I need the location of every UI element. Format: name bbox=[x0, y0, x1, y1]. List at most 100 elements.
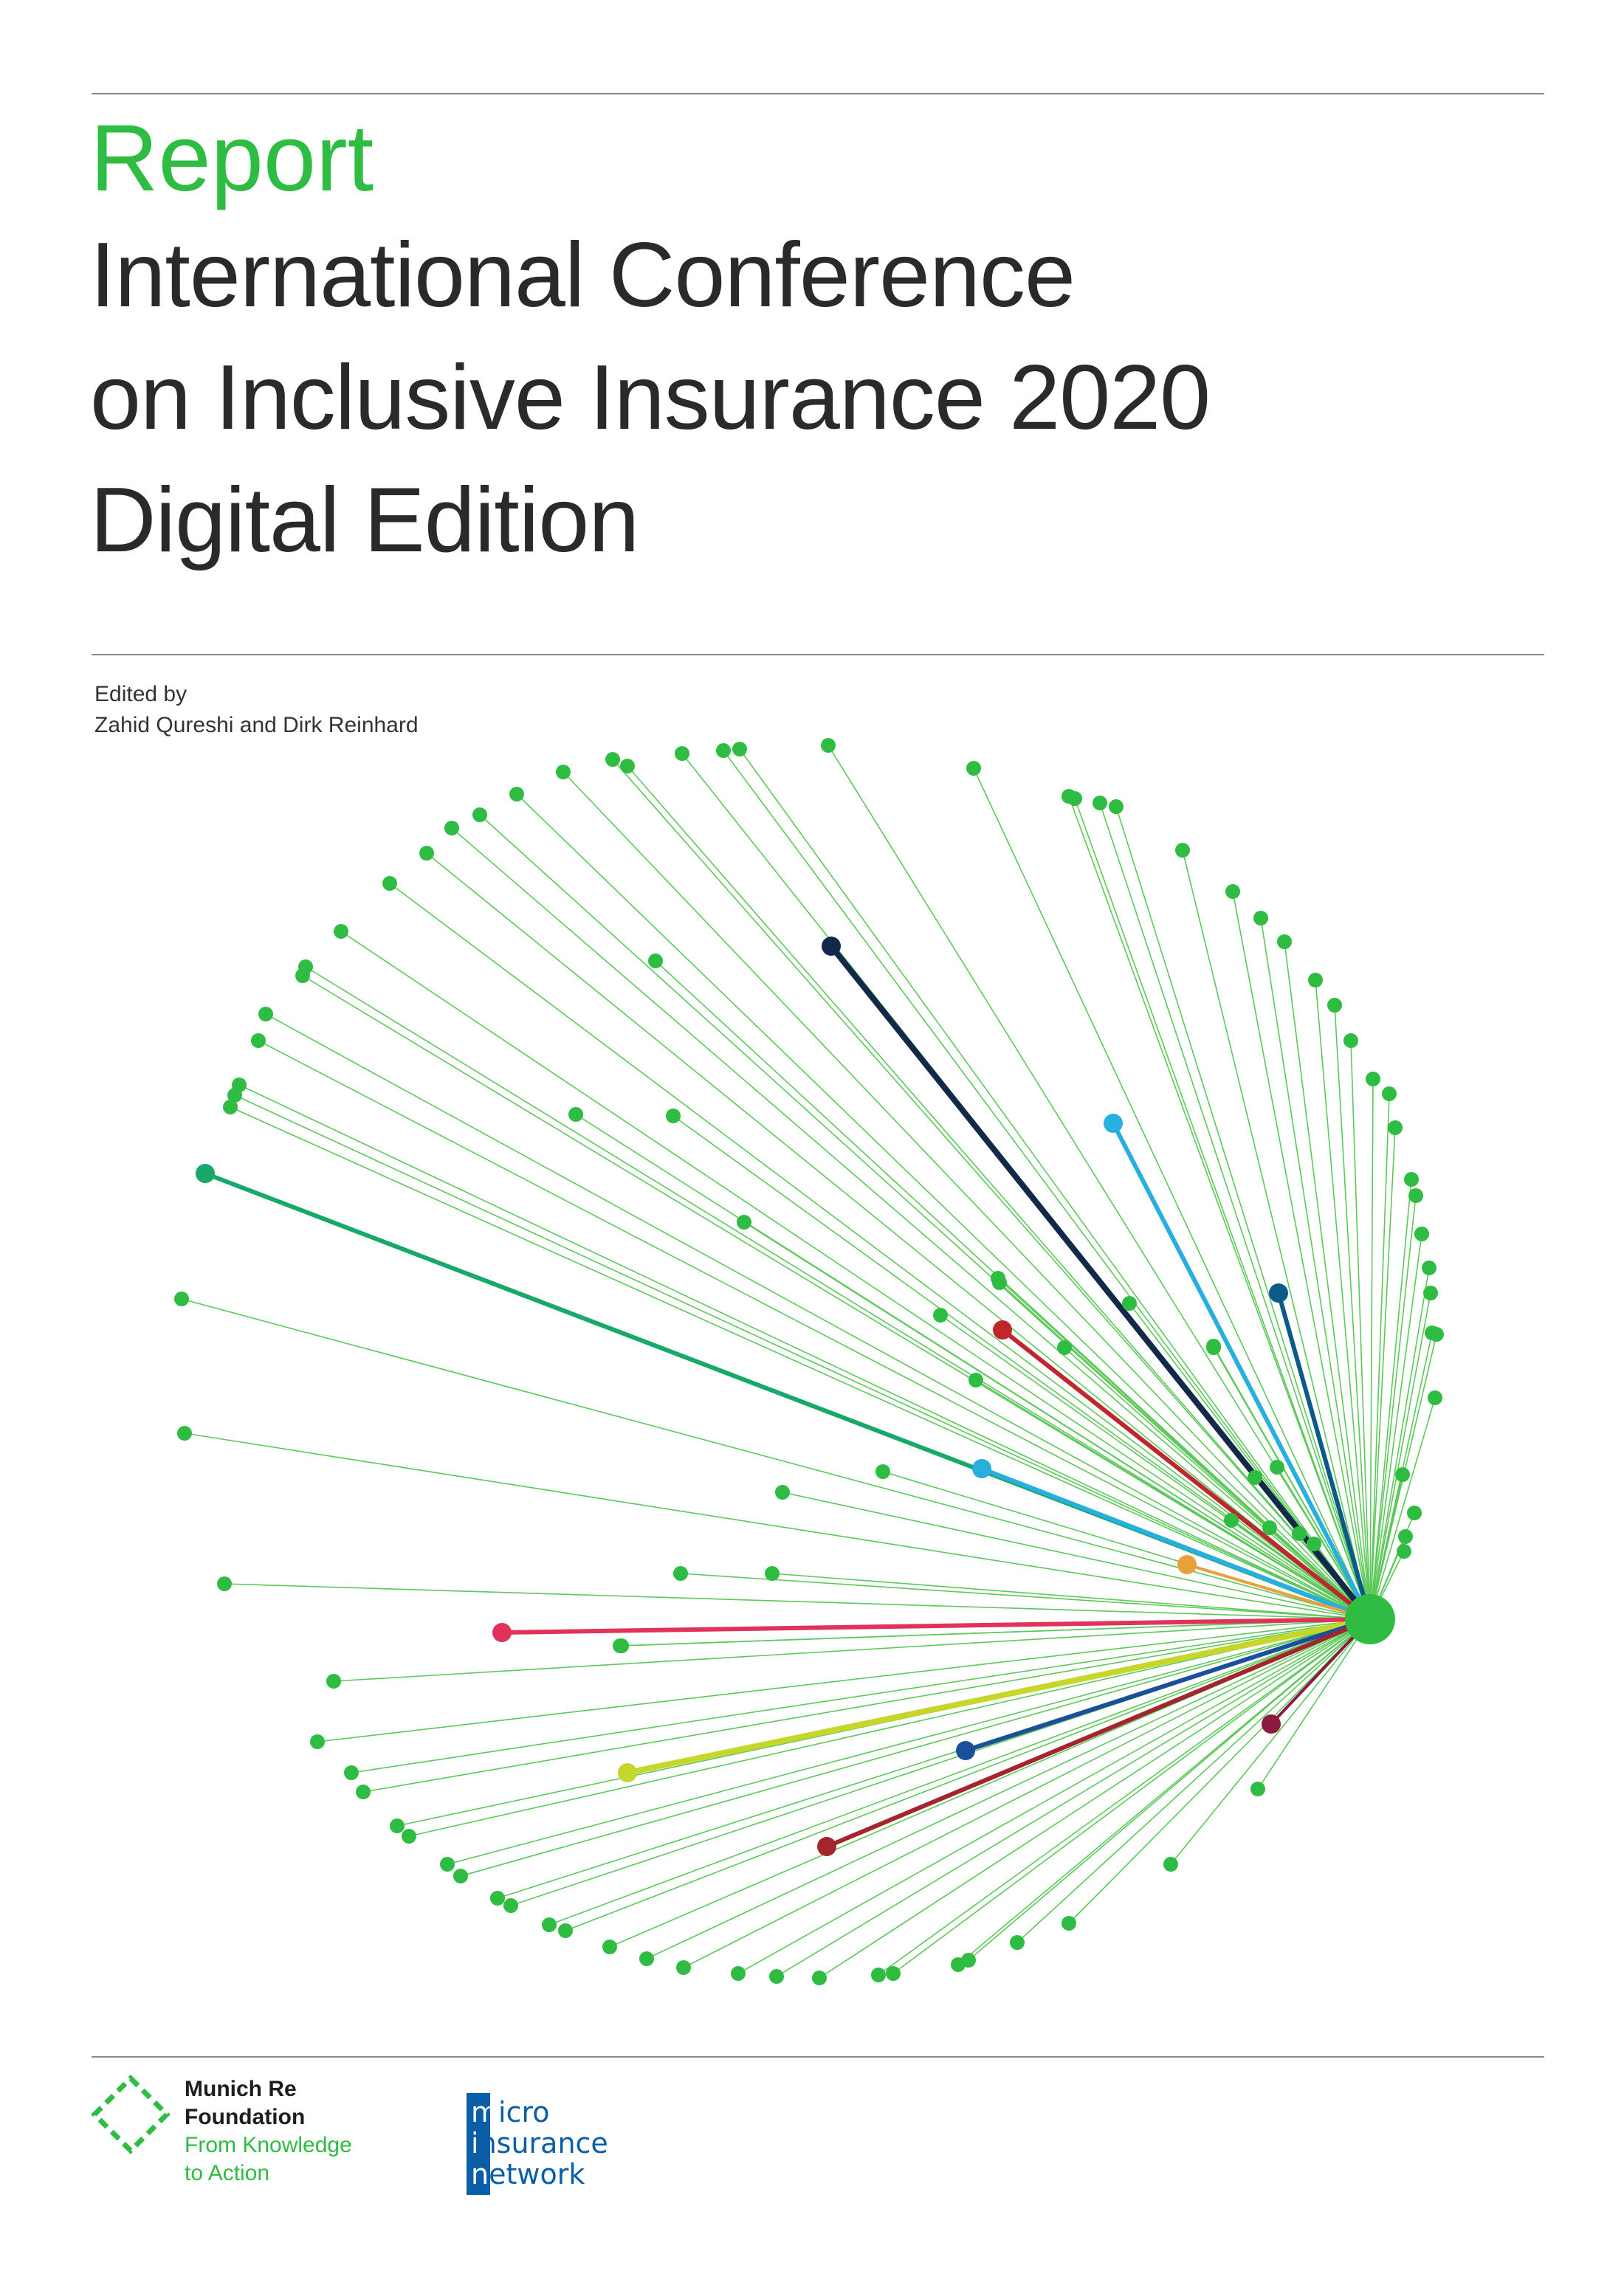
network-node bbox=[503, 1898, 518, 1913]
network-node bbox=[1397, 1544, 1411, 1559]
network-link bbox=[351, 1618, 1371, 1773]
network-node bbox=[821, 738, 836, 753]
network-link bbox=[1369, 1078, 1374, 1620]
network-node bbox=[602, 1940, 617, 1954]
network-link bbox=[184, 1433, 1371, 1620]
network-link bbox=[460, 1618, 1371, 1877]
mrf-tagline-line-2: to Action bbox=[185, 2161, 270, 2185]
min-logo-bar bbox=[467, 2093, 490, 2195]
network-link bbox=[516, 793, 1371, 1620]
network-link bbox=[234, 1094, 1371, 1620]
network-node bbox=[1093, 796, 1107, 810]
network-node bbox=[1398, 1529, 1413, 1544]
network-node bbox=[1366, 1072, 1380, 1086]
network-node bbox=[1253, 911, 1268, 925]
network-link bbox=[683, 1618, 1371, 1968]
network-link bbox=[878, 1618, 1371, 1976]
network-highlight-link bbox=[501, 1617, 1371, 1635]
network-link bbox=[548, 1618, 1371, 1926]
network-highlight-link bbox=[1276, 1292, 1372, 1620]
network-link bbox=[1257, 1618, 1371, 1790]
network-node bbox=[1404, 1172, 1419, 1187]
network-link bbox=[317, 1618, 1371, 1742]
network-link bbox=[1369, 1397, 1436, 1620]
network-node bbox=[1010, 1935, 1025, 1950]
network-link bbox=[1260, 917, 1371, 1620]
network-node bbox=[1408, 1188, 1423, 1203]
network-link bbox=[1016, 1618, 1371, 1943]
network-node bbox=[968, 1373, 983, 1387]
network-link bbox=[1068, 796, 1371, 1620]
network-node bbox=[1225, 884, 1240, 899]
munich-re-foundation-logo: Munich Re Foundation From Knowledge to A… bbox=[90, 2074, 400, 2207]
network-node bbox=[1382, 1086, 1397, 1101]
network-link bbox=[646, 1618, 1371, 1959]
network-node bbox=[568, 1107, 583, 1122]
network-hub-node bbox=[1345, 1594, 1395, 1644]
network-link bbox=[782, 1492, 1371, 1620]
dotted-diamond-icon bbox=[91, 2075, 171, 2154]
network-node bbox=[295, 968, 310, 983]
network-node bbox=[1414, 1227, 1429, 1241]
network-node bbox=[1292, 1526, 1307, 1541]
mrf-name-line-1: Munich Re bbox=[185, 2077, 297, 2101]
network-link bbox=[771, 1573, 1371, 1620]
network-link bbox=[1099, 802, 1371, 1620]
network-node bbox=[556, 765, 571, 779]
network-highlight-link bbox=[1001, 1328, 1372, 1621]
network-link bbox=[1369, 1179, 1412, 1620]
network-node bbox=[223, 1100, 238, 1114]
title-line-1: International Conference bbox=[90, 224, 1076, 326]
network-link bbox=[973, 768, 1371, 1620]
network-highlight-node bbox=[1104, 1114, 1123, 1133]
network-node bbox=[933, 1308, 948, 1323]
network-link bbox=[1369, 1195, 1417, 1620]
editors-block: Edited by Zahid Qureshi and Dirk Reinhar… bbox=[94, 679, 419, 741]
network-link bbox=[362, 1618, 1371, 1793]
network-link bbox=[737, 1618, 1371, 1974]
network-link bbox=[238, 1084, 1371, 1620]
network-node bbox=[1206, 1340, 1221, 1355]
network-node bbox=[1250, 1782, 1265, 1796]
network-illustration bbox=[174, 738, 1444, 1985]
network-node bbox=[871, 1968, 886, 1982]
network-link bbox=[1182, 849, 1371, 1620]
network-node bbox=[1407, 1506, 1422, 1520]
network-node bbox=[620, 759, 635, 773]
network-node bbox=[509, 787, 524, 801]
title-line-2: on Inclusive Insurance 2020 bbox=[90, 347, 1211, 449]
network-node bbox=[1423, 1286, 1438, 1300]
network-link bbox=[1068, 1618, 1371, 1924]
network-node bbox=[1429, 1327, 1444, 1342]
network-node bbox=[1109, 799, 1124, 814]
network-link bbox=[447, 1618, 1371, 1865]
network-node bbox=[444, 821, 459, 835]
network-link bbox=[1232, 891, 1371, 1620]
network-node bbox=[419, 846, 434, 861]
network-node bbox=[1388, 1120, 1403, 1135]
network-link bbox=[828, 745, 1371, 1620]
mrf-tagline-line-1: From Knowledge bbox=[185, 2133, 352, 2157]
network-node bbox=[440, 1857, 455, 1872]
network-node bbox=[390, 1818, 405, 1833]
network-link bbox=[1170, 1618, 1371, 1865]
bottom-rule bbox=[92, 2056, 1544, 2058]
network-node bbox=[310, 1734, 325, 1749]
network-node bbox=[675, 746, 689, 761]
mrf-name-line-2: Foundation bbox=[185, 2105, 306, 2129]
network-highlight-link bbox=[627, 1616, 1371, 1776]
network-node bbox=[875, 1464, 890, 1479]
network-node bbox=[334, 924, 348, 939]
network-link bbox=[975, 1379, 1371, 1620]
network-node bbox=[1428, 1390, 1442, 1405]
network-node bbox=[673, 1566, 688, 1581]
network-node bbox=[737, 1215, 751, 1230]
network-node bbox=[992, 1275, 1007, 1290]
network-highlight-node bbox=[822, 937, 841, 956]
network-node bbox=[258, 1007, 273, 1021]
network-node bbox=[542, 1917, 557, 1932]
network-link bbox=[672, 1115, 1371, 1620]
edited-by-label: Edited by bbox=[94, 682, 187, 706]
network-link bbox=[1369, 1292, 1431, 1620]
network-node bbox=[886, 1966, 901, 1981]
